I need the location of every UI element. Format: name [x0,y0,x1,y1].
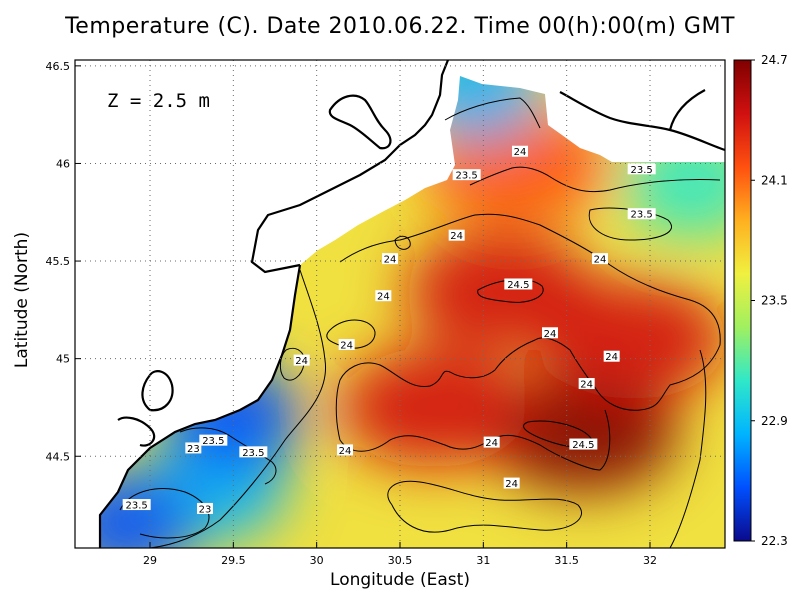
contour-label-bg-16 [337,444,353,456]
contour-label-15: 24 [485,438,498,449]
contour-label-14: 24.5 [572,440,594,451]
contour-label-bg-22 [197,502,213,514]
contour-label-0: 24 [514,147,527,158]
gridlines [75,60,725,548]
temperature-hotspot-2 [338,347,529,468]
y-tick-label-0: 44.5 [46,450,71,463]
colorbar-tick-label-2: 23.5 [761,294,788,308]
x-tick-label-5: 31.5 [554,554,579,567]
contour-label-bg-14 [569,438,598,450]
contour-label-5: 24 [384,255,397,266]
contour-label-22: 23 [199,504,212,515]
contour-label-19: 23 [187,444,200,455]
contour-label-bg-8 [375,290,392,302]
contour-label-3: 23.5 [631,210,653,221]
chart-title: Temperature (C). Date 2010.06.22. Time 0… [65,14,735,39]
y-tick-label-1: 45 [56,353,70,366]
x-tick-label-3: 30.5 [388,554,413,567]
x-tick-label-1: 29.5 [221,554,246,567]
contour-label-bg-13 [578,378,595,390]
contour-label-21: 23.5 [126,501,148,512]
contour-label-12: 24 [295,356,308,367]
temperature-hotspot-1 [488,372,679,493]
contour-label-9: 24 [544,329,557,340]
contour-label-bg-19 [185,442,202,454]
y-tick-label-4: 46.5 [46,60,71,73]
colorbar-ticks: 22.3 22.9 23.5 24.1 24.7 [751,53,788,548]
x-axis-label: Longitude (East) [330,570,470,590]
colorbar [733,59,752,542]
colorbar-tick-label-4: 24.7 [761,53,788,67]
x-axis: 29 29.5 30 30.5 31 31.5 32 [143,542,657,567]
contour-label-18: 23.5 [242,448,264,459]
contour-label-4: 24 [450,231,463,242]
x-tick-label-6: 32 [643,554,657,567]
contour-label-bg-15 [483,436,500,448]
contour-label-17: 23.5 [202,436,224,447]
contour-label-13: 24 [580,380,593,391]
depth-label: Z = 2.5 m [107,90,210,112]
contour-label-bg-7 [504,278,533,290]
x-tick-label-0: 29 [143,554,157,567]
contour-label-10: 24 [340,340,353,351]
contour-label-bg-0 [512,145,528,157]
temperature-field [75,60,725,548]
contour-label-bg-18 [239,446,268,458]
contour-label-bg-5 [382,253,398,265]
contour-label-bg-20 [503,477,520,489]
land-area [75,60,725,548]
contour-label-bg-9 [542,327,558,339]
contour-label-6: 24 [594,255,607,266]
contour-label-bg-4 [448,229,465,241]
contour-label-20: 24 [505,479,518,490]
y-tick-label-2: 45.5 [46,255,71,268]
contour-label-1: 23.5 [456,171,478,182]
colorbar-tick-label-1: 22.9 [761,414,788,428]
contour-label-bg-11 [603,350,620,362]
contour-label-7: 24.5 [507,280,529,291]
contour-label-2: 23.5 [631,165,653,176]
contour-label-bg-2 [627,163,656,175]
coastline [98,60,725,548]
y-tick-label-3: 46 [56,157,70,170]
contour-label-bg-10 [338,338,355,350]
contour-label-16: 24 [339,446,352,457]
contour-labels: 24 23.5 23.5 23.5 24 24 24 24.5 24 24 24 24 24 24 24.5… [122,145,656,515]
y-axis-label: Latitude (North) [12,231,32,369]
contour-label-bg-12 [293,354,310,366]
colorbar-tick-label-3: 24.1 [761,173,788,187]
x-tick-label-4: 31 [476,554,490,567]
contour-label-8: 24 [377,292,390,303]
contour-label-11: 24 [605,352,618,363]
y-axis: 44.5 45 45.5 46 46.5 [46,60,81,463]
contour-label-bg-6 [592,253,608,265]
temperature-hotspot-3 [538,279,725,400]
contour-label-bg-3 [627,208,656,220]
x-tick-label-2: 30 [310,554,324,567]
contour-label-bg-21 [122,499,151,511]
colorbar-tick-label-0: 22.3 [761,534,788,548]
contour-label-bg-1 [452,169,481,181]
contour-label-bg-17 [199,434,228,446]
